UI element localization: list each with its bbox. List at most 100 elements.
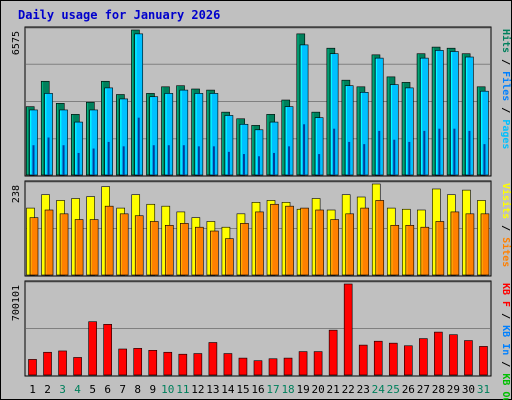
hits-bar-highlight [41,81,44,175]
visits-bar-highlight [42,195,44,275]
sites-bar-highlight [346,214,348,275]
kbf-bar [283,357,293,376]
visits-bar-highlight [448,195,450,275]
sites-bar [89,219,99,276]
hits-bar-highlight [177,86,179,175]
visits-bar-highlight [312,199,314,275]
sites-bar-highlight [286,206,288,275]
day-29-bars [447,194,460,276]
files-bar-highlight [390,85,393,175]
hits-bar-highlight [387,77,389,175]
day-label: 14 [221,383,235,396]
kbf-bar-highlight [104,324,106,375]
sites-bar [255,211,264,276]
day-label: 7 [119,383,126,396]
pages-bar [152,145,155,175]
day-label: 26 [402,383,415,396]
day-14-bars [221,111,234,176]
visits-bar-highlight [252,202,254,275]
day-label: 6 [104,383,111,396]
day-label: 19 [296,383,309,396]
day-2-bars [40,80,53,176]
hits-bar-highlight [312,112,314,175]
hits-bar-highlight [192,89,194,175]
hits-bar-highlight [101,81,104,175]
legend-entry: Hits [500,29,512,53]
day-31-bars [479,346,488,376]
day-3-bars [58,350,67,376]
kbf-bar-highlight [254,361,256,375]
sites-bar-highlight [451,212,453,275]
day-15-bars [238,357,248,376]
day-11-bars [178,353,188,376]
files-bar-highlight [120,99,122,175]
pages-bar [32,145,35,175]
day-20-bars [311,198,324,276]
files-bar-highlight [330,54,332,175]
hits-bar-highlight [462,54,464,175]
visits-bar-highlight [162,206,164,275]
visits-bar-highlight [387,208,390,275]
pages-bar [77,152,80,175]
kbf-bar [343,283,353,376]
sites-bar-highlight [256,212,258,275]
legend-entry: Sites [500,237,512,267]
kbf-bar-highlight [450,335,452,375]
kbf-bar [388,342,398,376]
day-10-bars [161,86,174,176]
legend-entry: / [500,219,511,237]
sites-bar [44,209,54,276]
kbf-bar-highlight [284,358,286,375]
kbf-bar-highlight [374,341,377,375]
day-5-bars [86,196,99,276]
kbf-bar [298,351,308,376]
day-label: 13 [206,383,219,396]
files-bar-highlight [30,110,32,175]
kbf-bar [328,329,338,376]
hits-bar-highlight [282,100,284,175]
sites-bar-highlight [120,214,122,275]
day-23-bars [356,86,369,176]
legend: Visits / Sites [500,183,512,267]
kbf-bar [253,360,263,376]
pages-bar [107,141,110,175]
day-label: 17 [266,383,279,396]
kbf-bar-highlight [44,352,46,375]
hits-bar-highlight [477,87,479,175]
kbf-bar-highlight [164,352,166,375]
hits-bar-highlight [342,80,344,175]
pages-bar [227,151,230,175]
day-6-bars [103,324,112,376]
files-bar-highlight [435,50,438,175]
hits-bar-highlight [222,112,224,175]
sites-bar [465,213,475,276]
panel-visits-sites: 238 Visits / Sites [11,180,512,277]
day-22-bars [341,194,354,276]
sites-bar-highlight [75,220,77,275]
sites-bar [480,213,490,276]
day-13-bars [206,221,219,276]
day-27-bars [416,53,429,176]
visits-bar-highlight [267,201,269,275]
visits-bar-highlight [72,199,74,275]
pages-bar [453,128,456,175]
day-23-bars [358,344,368,376]
day-18-bars [281,99,294,176]
kbf-bar-highlight [224,354,226,375]
day-label: 10 [161,383,174,396]
hits-bar-highlight [297,34,299,175]
kbf-bar-highlight [419,339,422,375]
sites-bar [59,213,69,276]
day-22-bars [343,283,353,376]
sites-bar [450,211,460,276]
day-label: 20 [312,383,325,396]
sites-bar [360,207,370,276]
day-28-bars [434,331,443,376]
pages-bar [242,154,245,175]
day-27-bars [419,338,428,376]
day-label: 24 [372,383,386,396]
day-label: 29 [447,383,460,396]
sites-bar-highlight [361,208,363,275]
kbf-bar [479,346,488,376]
sites-bar [345,213,354,276]
